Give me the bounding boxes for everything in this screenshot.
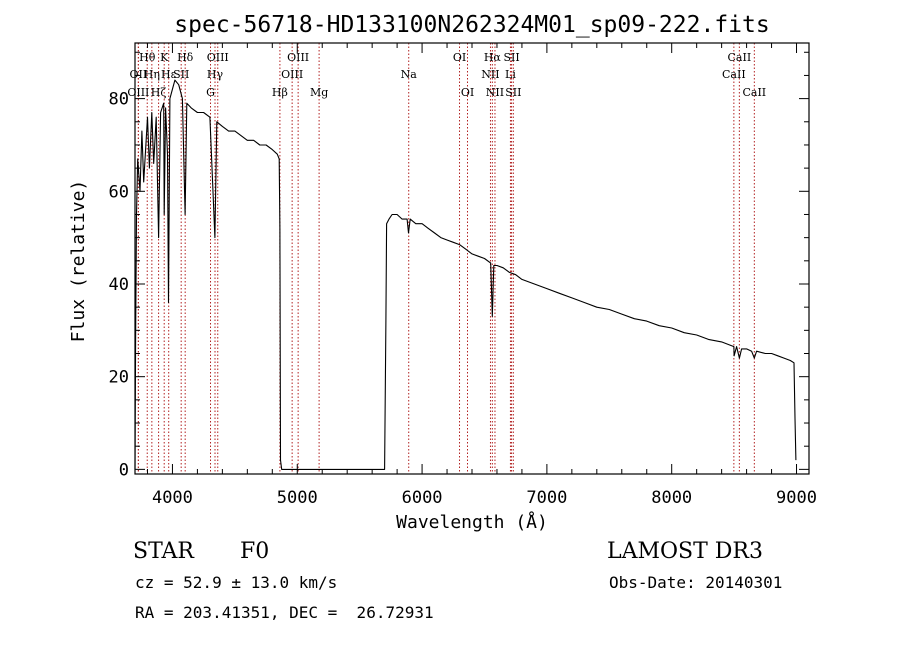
y-tick-label-3: 60	[109, 182, 129, 202]
line-label-20: NII	[481, 68, 499, 81]
obs-date: Obs-Date: 20140301	[609, 573, 783, 592]
survey-label: LAMOST DR3	[607, 539, 763, 564]
y-tick-label-0: 0	[119, 460, 129, 480]
x-tick-label-3: 7000	[526, 488, 567, 508]
line-label-21: NII	[486, 86, 504, 99]
x-axis-ticks: 4000 5000 6000 7000 8000 9000	[146, 43, 817, 508]
line-label-2: Hη	[144, 68, 160, 81]
spectrum-series-line	[134, 79, 797, 470]
x-tick-label-4: 8000	[651, 488, 692, 508]
line-label-17: OI	[453, 51, 466, 64]
y-tick-label-1: 20	[109, 368, 129, 388]
line-label-5: K	[160, 51, 169, 64]
x-tick-label-0: 4000	[152, 488, 193, 508]
x-tick-label-5: 9000	[776, 488, 817, 508]
line-label-27: CaII	[742, 86, 766, 99]
line-label-7: SII	[173, 68, 189, 81]
line-label-25: CaII	[728, 51, 752, 64]
y-axis-ticks: 0 20 40 60 80	[109, 51, 809, 480]
y-tick-label-4: 80	[109, 90, 129, 110]
x-axis-label: Wavelength (Å)	[396, 511, 548, 533]
line-label-13: OIII	[287, 51, 309, 64]
spectral-line-markers	[137, 43, 755, 474]
line-label-6: Hε	[161, 68, 177, 81]
line-label-15: Mg	[310, 86, 328, 99]
line-label-23: Li	[505, 68, 516, 81]
subclass-label: F0	[240, 539, 270, 564]
line-label-24: SII	[505, 86, 521, 99]
plot-frame	[134, 42, 810, 475]
line-label-22: SII	[503, 51, 519, 64]
line-label-3: OIII	[127, 86, 149, 99]
y-axis-label: Flux (relative)	[68, 180, 89, 343]
line-label-14: OIII	[281, 68, 303, 81]
spectrum-chart: 4000 5000 6000 7000 8000 9000 0 20 40 60 80 Hθ OII…	[68, 12, 817, 533]
line-label-11: G	[206, 86, 215, 99]
line-label-12: Hβ	[272, 86, 288, 99]
line-label-8: Hδ	[177, 51, 194, 64]
line-label-4: Hζ	[151, 86, 167, 99]
y-tick-label-2: 40	[109, 275, 129, 295]
line-label-9: OIII	[207, 51, 229, 64]
line-label-1: OII	[130, 68, 148, 81]
cz-value: cz = 52.9 ± 13.0 km/s	[135, 573, 338, 592]
line-label-16: Na	[401, 68, 418, 81]
line-label-26: CaII	[722, 68, 746, 81]
line-label-10: Hγ	[207, 68, 224, 81]
line-label-0: Hθ	[139, 51, 156, 64]
ra-dec-coordinates: RA = 203.41351, DEC = 26.72931	[135, 603, 434, 622]
class-label: STAR	[133, 539, 194, 564]
line-label-18: OI	[461, 86, 474, 99]
x-tick-label-2: 6000	[402, 488, 443, 508]
line-label-19: Hα	[484, 51, 502, 64]
x-tick-label-1: 5000	[277, 488, 318, 508]
chart-title: spec-56718-HD133100N262324M01_sp09-222.f…	[174, 12, 769, 38]
